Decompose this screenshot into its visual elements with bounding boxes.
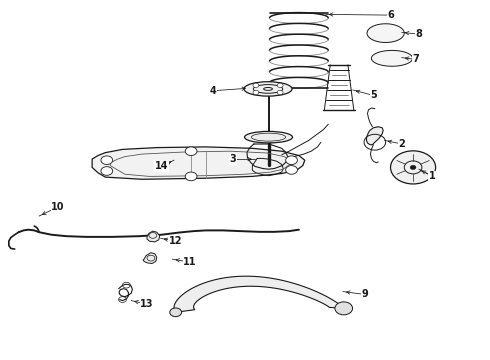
Polygon shape	[143, 253, 157, 264]
Circle shape	[286, 156, 297, 165]
Text: 7: 7	[412, 54, 419, 64]
Polygon shape	[92, 147, 305, 179]
Text: 12: 12	[169, 236, 182, 246]
Circle shape	[286, 166, 297, 174]
Ellipse shape	[244, 82, 292, 96]
Polygon shape	[147, 231, 160, 242]
Text: 9: 9	[362, 289, 368, 300]
Text: 6: 6	[388, 10, 394, 20]
Text: 4: 4	[210, 86, 217, 96]
Text: 13: 13	[140, 299, 154, 309]
Text: 2: 2	[398, 139, 405, 149]
Text: 11: 11	[183, 257, 197, 267]
Circle shape	[101, 156, 113, 165]
Circle shape	[253, 90, 259, 95]
Circle shape	[391, 151, 436, 184]
Circle shape	[410, 165, 416, 170]
Polygon shape	[174, 276, 344, 312]
Circle shape	[185, 172, 197, 181]
Ellipse shape	[245, 131, 293, 143]
Circle shape	[335, 302, 353, 315]
Circle shape	[277, 83, 283, 87]
Text: 14: 14	[155, 161, 169, 171]
Text: 1: 1	[429, 171, 436, 181]
Circle shape	[185, 147, 197, 156]
Circle shape	[170, 308, 181, 316]
Circle shape	[101, 167, 113, 175]
Text: 3: 3	[230, 154, 237, 164]
Text: 10: 10	[51, 202, 65, 212]
Text: 8: 8	[416, 29, 422, 39]
Polygon shape	[367, 24, 404, 42]
Text: 5: 5	[370, 90, 377, 100]
Circle shape	[253, 83, 259, 87]
Circle shape	[277, 90, 283, 95]
Polygon shape	[371, 50, 413, 66]
Polygon shape	[367, 127, 383, 145]
